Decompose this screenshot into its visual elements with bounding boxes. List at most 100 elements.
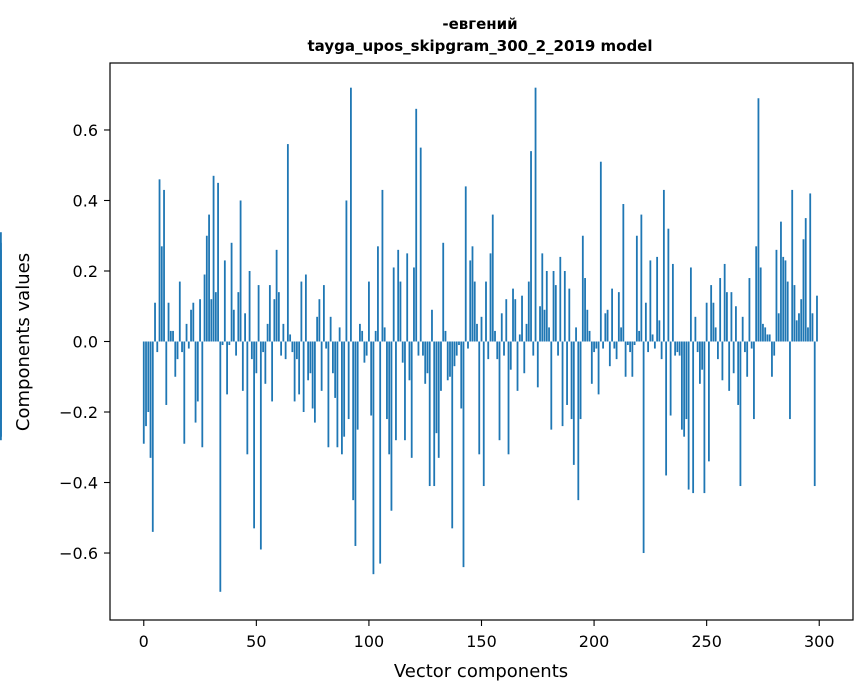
- bar: [800, 299, 803, 342]
- bar: [239, 200, 242, 342]
- bar: [622, 204, 625, 342]
- bar: [410, 341, 413, 458]
- bar: [626, 341, 629, 346]
- bar: [212, 175, 215, 342]
- bar: [228, 341, 231, 346]
- bar: [329, 316, 332, 342]
- bar: [257, 285, 260, 342]
- bars-group: [0, 87, 818, 592]
- bar: [185, 323, 188, 342]
- x-tick-label: 100: [354, 632, 385, 651]
- bar: [750, 341, 753, 349]
- bar: [397, 249, 400, 342]
- bar: [588, 330, 591, 342]
- bar: [548, 327, 550, 342]
- bar: [660, 341, 663, 360]
- bar: [581, 235, 584, 342]
- bar: [635, 235, 638, 342]
- bar: [235, 341, 237, 356]
- bar: [354, 341, 357, 546]
- bar: [201, 341, 204, 448]
- bar: [644, 302, 647, 342]
- bar: [503, 341, 505, 356]
- bar: [167, 302, 170, 342]
- bar: [525, 323, 528, 342]
- bar: [241, 341, 244, 391]
- bar: [370, 341, 373, 416]
- bar: [631, 341, 634, 377]
- bar: [507, 341, 510, 455]
- bar: [577, 341, 580, 501]
- bar: [415, 108, 418, 342]
- bar: [345, 200, 348, 342]
- bar: [586, 309, 589, 342]
- bar: [377, 246, 379, 342]
- bar: [649, 260, 652, 342]
- bar: [775, 249, 778, 342]
- bar: [259, 341, 262, 550]
- bar: [604, 313, 607, 342]
- bar: [392, 267, 395, 342]
- bar: [293, 341, 296, 402]
- bar: [480, 316, 483, 342]
- bar: [500, 313, 503, 342]
- bar: [350, 87, 352, 342]
- bar: [379, 341, 382, 564]
- bar: [433, 341, 436, 487]
- bar: [703, 341, 706, 494]
- bar: [534, 87, 537, 342]
- y-tick-label: 0.0: [73, 333, 98, 352]
- bar: [602, 341, 604, 349]
- bar: [590, 341, 593, 384]
- bar: [203, 274, 206, 342]
- bar: [512, 288, 514, 342]
- bar: [658, 320, 661, 342]
- bar: [338, 327, 341, 342]
- bar: [629, 341, 631, 353]
- bar: [647, 341, 650, 353]
- bar: [744, 341, 746, 353]
- bar: [712, 302, 715, 342]
- bar: [255, 341, 258, 374]
- bar: [530, 151, 532, 342]
- bar: [494, 330, 496, 342]
- y-tick-label: 0.4: [73, 191, 98, 210]
- bar: [196, 341, 199, 402]
- bar: [671, 263, 674, 342]
- bar: [417, 341, 420, 356]
- bar: [250, 341, 253, 360]
- bar: [332, 341, 334, 374]
- bar: [784, 260, 787, 342]
- bar: [768, 334, 771, 342]
- chart-title-line2: tayga_upos_skipgram_300_2_2019 model: [308, 37, 653, 55]
- bar: [753, 341, 755, 420]
- bar: [246, 341, 249, 455]
- bar: [692, 341, 695, 494]
- bar: [518, 334, 521, 342]
- y-tick-label: −0.2: [59, 403, 98, 422]
- bar: [678, 341, 681, 356]
- bar: [653, 341, 656, 349]
- bar: [728, 341, 731, 391]
- bar: [599, 161, 602, 342]
- bar: [413, 267, 415, 342]
- bar: [165, 341, 168, 405]
- bar: [320, 341, 323, 391]
- bar: [151, 341, 154, 532]
- bar: [221, 341, 224, 346]
- bar: [302, 341, 305, 413]
- bar: [264, 341, 267, 384]
- bar: [232, 309, 235, 342]
- bar: [237, 292, 240, 342]
- bar: [178, 281, 181, 342]
- bar: [284, 341, 287, 360]
- bar: [593, 341, 595, 353]
- bar: [489, 253, 492, 342]
- bar: [286, 144, 289, 342]
- bar: [205, 235, 208, 342]
- bar: [482, 341, 485, 487]
- bar: [561, 341, 564, 427]
- bar: [304, 274, 307, 342]
- bar: [615, 341, 618, 360]
- bar: [316, 316, 319, 342]
